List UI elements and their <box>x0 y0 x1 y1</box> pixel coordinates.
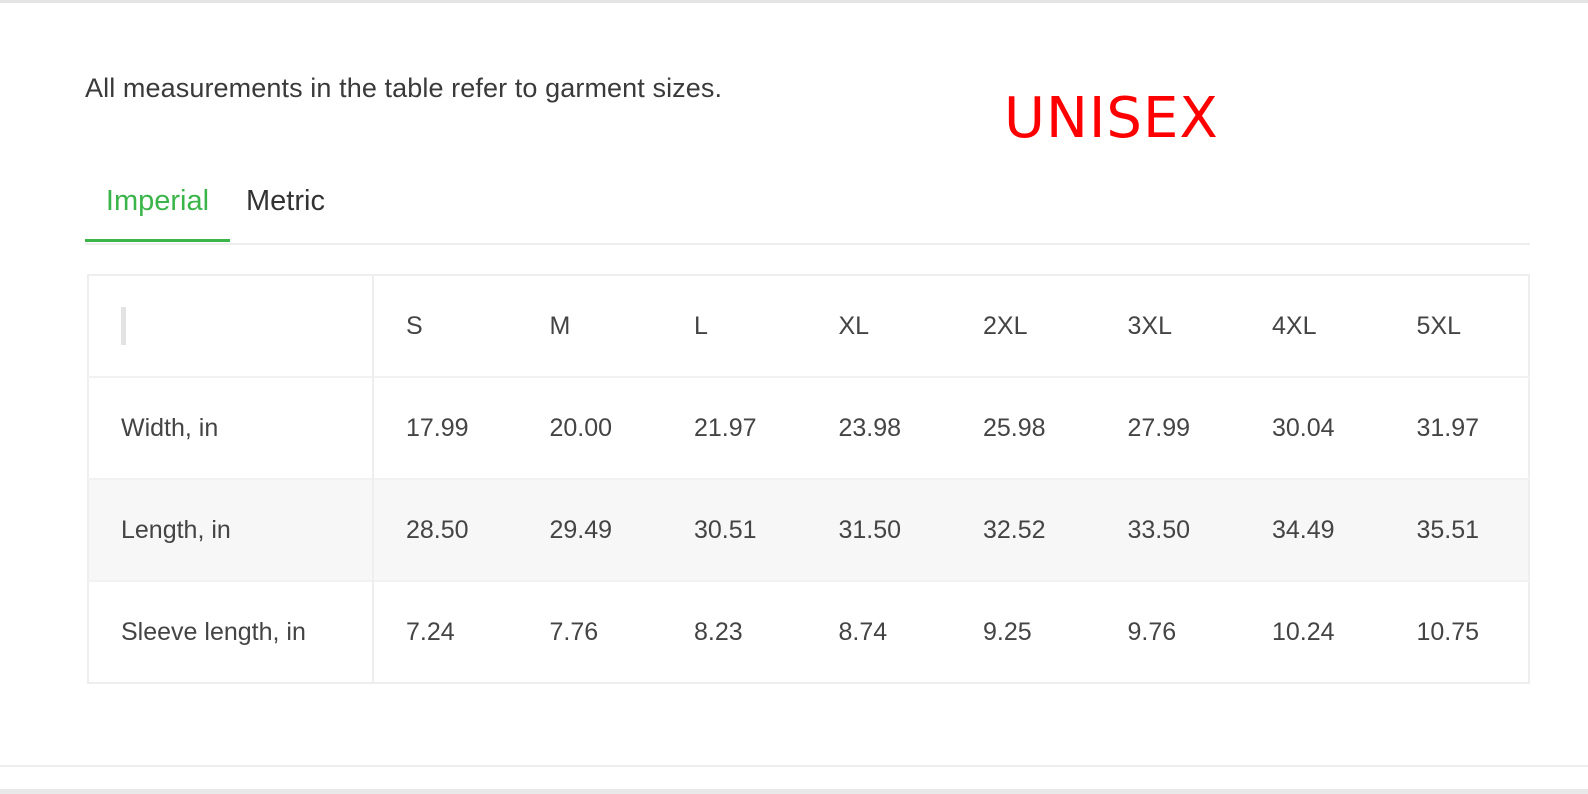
table-cell: 9.76 <box>1127 617 1177 646</box>
size-header-2xl: 2XL <box>983 311 1028 340</box>
table-cell: 30.51 <box>662 479 807 581</box>
size-header-4xl: 4XL <box>1272 311 1317 340</box>
row-label-sleeve-length: Sleeve length, in <box>88 581 374 683</box>
table-cell: 29.49 <box>517 479 662 581</box>
table-cell: 7.24 <box>406 617 455 646</box>
table-cell: 27.99 <box>1127 413 1191 442</box>
table-cell: 31.50 <box>806 479 951 581</box>
table-cell: 25.98 <box>983 413 1046 442</box>
tab-imperial-label: Imperial <box>105 185 210 217</box>
table-cell: 31.97 <box>1416 413 1480 442</box>
size-header-m: M <box>549 311 571 340</box>
table-cell: 10.24 <box>1272 617 1335 646</box>
table-row-width: Width, in 17.99 20.00 21.97 23.98 25.98 … <box>88 377 1529 479</box>
tab-metric-label: Metric <box>246 185 325 217</box>
table-cell: 8.23 <box>694 617 743 646</box>
table-row-length: Length, in 28.50 29.49 30.51 31.50 32.52… <box>88 479 1529 581</box>
unit-tabs: Imperial Metric <box>85 175 1530 245</box>
table-cell: 23.98 <box>838 413 902 442</box>
size-header-row: S M L XL 2XL 3XL 4XL 5XL <box>88 275 1529 377</box>
intro-text: All measurements in the table refer to g… <box>85 73 723 103</box>
table-cell: 28.50 <box>373 479 518 581</box>
row-label-width: Width, in <box>88 377 374 479</box>
table-cell: 8.74 <box>838 617 888 646</box>
tab-metric[interactable]: Metric <box>246 183 325 218</box>
size-header-5xl: 5XL <box>1416 311 1461 340</box>
table-cell: 34.49 <box>1240 479 1385 581</box>
tab-imperial[interactable]: Imperial <box>85 183 230 242</box>
size-header-3xl: 3XL <box>1127 311 1172 340</box>
size-header-xl: XL <box>838 311 870 340</box>
table-cell: 9.25 <box>983 617 1032 646</box>
corner-header-cell <box>88 275 374 377</box>
text-cursor-icon <box>121 307 126 345</box>
table-cell: 32.52 <box>951 479 1096 581</box>
table-row-sleeve-length: Sleeve length, in 7.24 7.76 8.23 8.74 9.… <box>88 581 1529 683</box>
row-label-length: Length, in <box>88 479 374 581</box>
unisex-badge: UNISEX <box>1004 86 1219 151</box>
table-cell: 35.51 <box>1384 479 1529 581</box>
size-header-s: S <box>406 311 423 340</box>
table-cell: 21.97 <box>694 413 757 442</box>
bottom-divider <box>0 765 1588 767</box>
size-header-l: L <box>694 311 708 340</box>
table-cell: 10.75 <box>1416 617 1480 646</box>
table-cell: 7.76 <box>549 617 599 646</box>
size-table: S M L XL 2XL 3XL 4XL 5XL Width, in 17.99… <box>87 274 1530 684</box>
table-cell: 33.50 <box>1095 479 1240 581</box>
table-cell: 17.99 <box>406 413 469 442</box>
table-cell: 30.04 <box>1272 413 1335 442</box>
table-cell: 20.00 <box>549 413 613 442</box>
